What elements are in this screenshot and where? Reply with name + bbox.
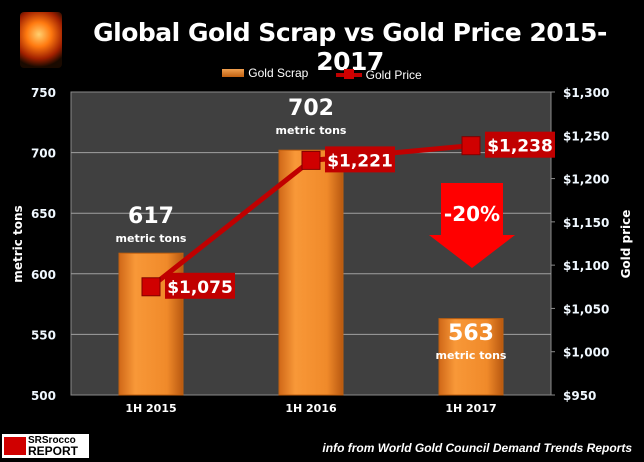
y2-tick-label: $1,050 — [563, 302, 609, 316]
price-label-box — [485, 131, 555, 158]
gold-price-marker — [141, 277, 161, 297]
bar-unit-label: metric tons — [436, 349, 507, 362]
y2-tick-label: $1,100 — [563, 259, 609, 273]
y-tick-label: 700 — [31, 147, 56, 161]
legend: Gold Scrap Gold Price — [0, 66, 644, 82]
bar-unit-label: metric tons — [116, 232, 187, 245]
bar-gold-scrap — [438, 318, 504, 396]
y2-tick-label: $1,200 — [563, 173, 609, 187]
bar-unit-label: metric tons — [276, 124, 347, 137]
bar-gold-scrap — [278, 149, 344, 396]
gold-pour-logo — [20, 12, 62, 68]
y-tick-label: 550 — [31, 328, 56, 342]
y-axis-label: metric tons — [11, 205, 25, 282]
bar-value-label: 617 — [128, 204, 174, 229]
y2-tick-label: $1,000 — [563, 346, 609, 360]
legend-item-gold-scrap: Gold Scrap — [222, 66, 308, 80]
price-label-box — [325, 146, 395, 173]
y-tick-label: 650 — [31, 207, 56, 221]
y2-axis-label: Gold price — [619, 210, 633, 279]
y2-tick-label: $1,300 — [563, 86, 609, 100]
price-value-label: $1,221 — [327, 151, 393, 171]
gold-price-marker — [461, 136, 481, 156]
chart-title: Global Gold Scrap vs Gold Price 2015-201… — [93, 18, 607, 76]
legend-item-gold-price: Gold Price — [335, 68, 422, 82]
gold-price-marker — [301, 150, 321, 170]
change-annotation: -20% — [444, 202, 500, 226]
bar-value-label: 702 — [288, 96, 334, 121]
x-tick-label: 1H 2015 — [125, 402, 176, 415]
y2-tick-label: $1,250 — [563, 129, 609, 143]
y-tick-label: 600 — [31, 268, 56, 282]
y-tick-label: 750 — [31, 86, 56, 100]
x-tick-label: 1H 2017 — [445, 402, 496, 415]
y2-tick-label: $1,150 — [563, 216, 609, 230]
y2-tick-label: $950 — [563, 389, 596, 403]
line-swatch-icon — [335, 69, 362, 79]
legend-label: Gold Scrap — [248, 66, 309, 80]
bar-swatch-icon — [222, 69, 245, 77]
legend-label: Gold Price — [365, 68, 422, 82]
price-value-label: $1,075 — [167, 278, 233, 298]
bar-value-label: 563 — [448, 321, 494, 346]
y-tick-label: 500 — [31, 389, 56, 403]
down-arrow-icon — [429, 183, 515, 268]
source-note: info from World Gold Council Demand Tren… — [322, 441, 632, 455]
price-label-box — [165, 272, 235, 299]
price-value-label: $1,238 — [487, 137, 553, 157]
srsrocco-report-logo: SRSrocco REPORT — [2, 434, 89, 458]
x-tick-label: 1H 2016 — [285, 402, 337, 415]
bar-gold-scrap — [118, 252, 184, 396]
